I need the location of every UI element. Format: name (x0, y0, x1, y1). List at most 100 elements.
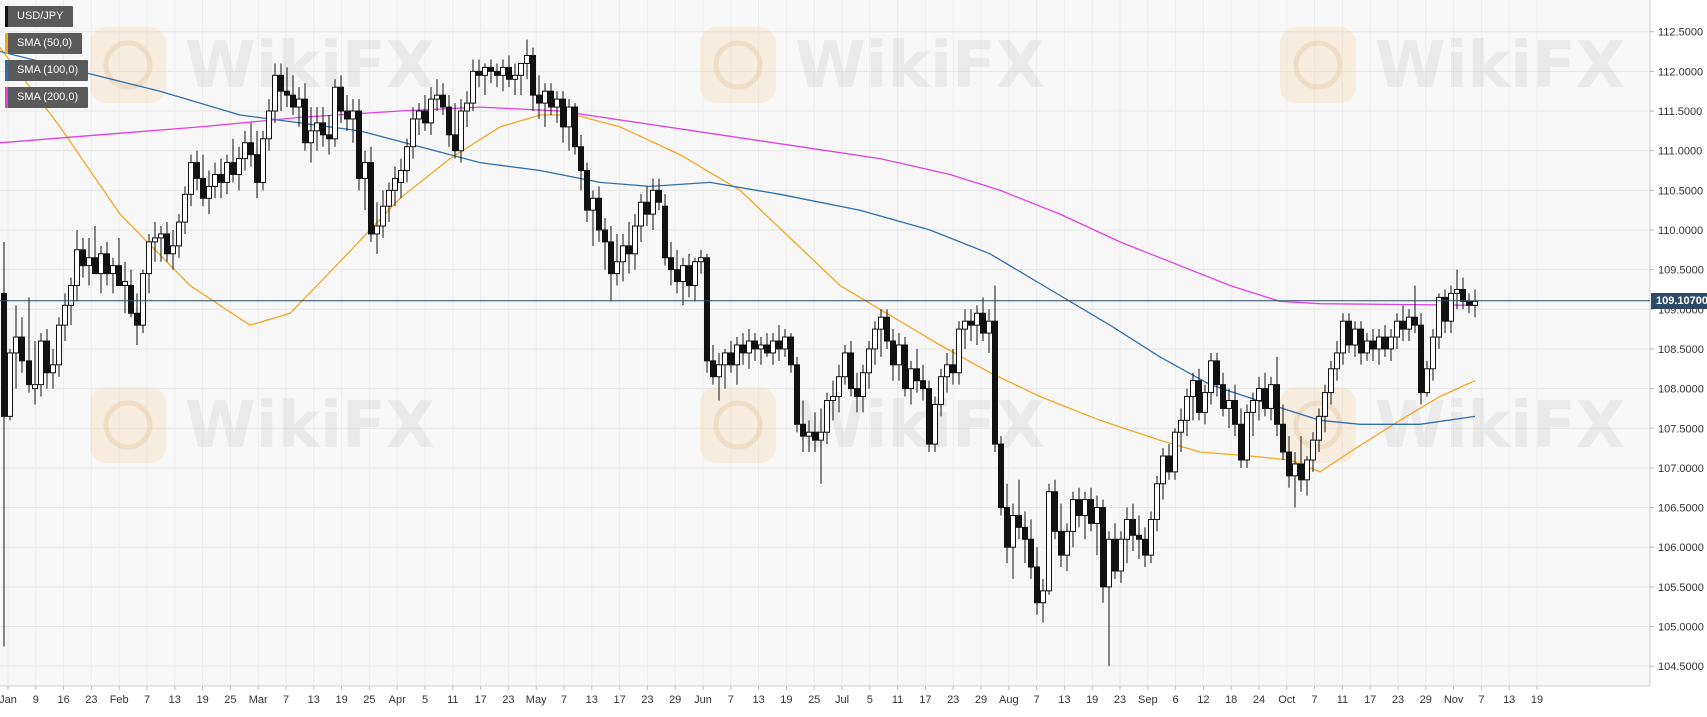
candle-body (1298, 463, 1304, 481)
candle-body (464, 102, 470, 112)
candle-body (1376, 336, 1382, 350)
candle-body (1028, 538, 1034, 568)
candle-body (1004, 507, 1010, 548)
candle-body (794, 364, 800, 425)
x-tick-label: 11 (892, 694, 903, 706)
watermark-text: WikiFX (795, 29, 1045, 103)
x-tick-label: Oct (1278, 694, 1295, 706)
x-tick-label: 7 (1034, 694, 1040, 706)
candle-body (266, 110, 272, 140)
candle-body (1370, 340, 1376, 350)
candle-body (1022, 526, 1028, 540)
watermark-logo (700, 27, 776, 103)
candle-body (896, 344, 902, 366)
x-tick-label: Jan (0, 694, 17, 706)
watermark-text: WikiFX (1375, 29, 1625, 103)
legend-swatch (5, 87, 8, 108)
candle-body (968, 320, 974, 326)
candle-body (416, 110, 422, 120)
candle-body (386, 189, 392, 207)
x-tick-label: 6 (1173, 694, 1179, 706)
candle-body (1436, 296, 1442, 338)
candle-body (1130, 518, 1136, 536)
candle-body (950, 364, 956, 374)
x-tick-label: May (526, 694, 547, 706)
candle-body (1244, 411, 1250, 461)
candle-body (560, 98, 566, 128)
candle-body (410, 118, 416, 148)
candle-body (164, 233, 170, 255)
candle-body (848, 352, 854, 390)
candle-body (1466, 300, 1472, 306)
candle-body (1448, 292, 1454, 322)
candle-body (314, 122, 320, 132)
candle-body (1442, 296, 1448, 322)
candle-body (962, 320, 968, 330)
candle-body (1106, 538, 1112, 588)
x-tick-label: 19 (1531, 694, 1543, 706)
candle-body (890, 340, 896, 366)
candle-body (1424, 368, 1430, 394)
candle-body (1172, 431, 1178, 473)
candle-body (1256, 388, 1262, 401)
candle-body (680, 265, 686, 283)
candle-body (728, 352, 734, 366)
legend-item: SMA (100,0) (5, 60, 89, 81)
legend-item: SMA (200,0) (5, 87, 89, 108)
candle-body (19, 336, 25, 362)
candle-body (140, 273, 146, 326)
candle-body (1052, 491, 1058, 532)
candle-body (716, 364, 722, 378)
candle-body (488, 66, 494, 72)
candle-body (584, 170, 590, 211)
candle-body (512, 74, 518, 80)
candle-body (482, 66, 488, 76)
x-tick-label: 5 (867, 694, 873, 706)
candle-body (1148, 518, 1154, 556)
candle-body (476, 70, 482, 76)
x-tick-label: 19 (196, 694, 208, 706)
candle-body (1322, 392, 1328, 417)
candle-body (536, 94, 542, 104)
candle-body (998, 443, 1004, 509)
candle-body (44, 340, 50, 374)
y-tick-label: 104.5000 (1658, 661, 1704, 673)
watermark-logo-mark (103, 400, 153, 450)
candle-body (380, 205, 386, 227)
candle-body (1418, 324, 1424, 394)
x-tick-label: 29 (1420, 694, 1432, 706)
candle-body (332, 86, 338, 140)
candle-body (980, 312, 986, 334)
legend-label: SMA (200,0) (17, 91, 79, 103)
candle-body (74, 249, 80, 287)
candle-body (146, 241, 152, 275)
x-tick-label: 25 (363, 694, 375, 706)
candle-body (7, 352, 13, 417)
legend-label: SMA (50,0) (17, 37, 73, 49)
candle-body (344, 110, 350, 120)
candle-body (830, 396, 836, 401)
candle-body (932, 403, 938, 445)
candle-body (1226, 399, 1232, 409)
legend-label: USD/JPY (17, 10, 64, 22)
candle-body (542, 90, 548, 104)
candle-body (1154, 483, 1160, 520)
candle-body (1364, 340, 1370, 354)
candle-body (1250, 399, 1256, 413)
candle-body (128, 285, 134, 314)
candle-body (686, 265, 692, 287)
x-tick-label: 7 (144, 694, 150, 706)
x-tick-label: 23 (947, 694, 959, 706)
candle-body (248, 142, 254, 156)
candle-body (230, 162, 236, 175)
candle-body (110, 265, 116, 275)
candle-body (878, 316, 884, 330)
candle-body (392, 177, 398, 191)
candle-body (86, 257, 92, 267)
x-tick-label: 13 (586, 694, 598, 706)
candle-body (356, 110, 362, 179)
candle-body (836, 376, 842, 398)
candle-body (116, 265, 122, 287)
x-tick-label: Apr (389, 694, 406, 706)
